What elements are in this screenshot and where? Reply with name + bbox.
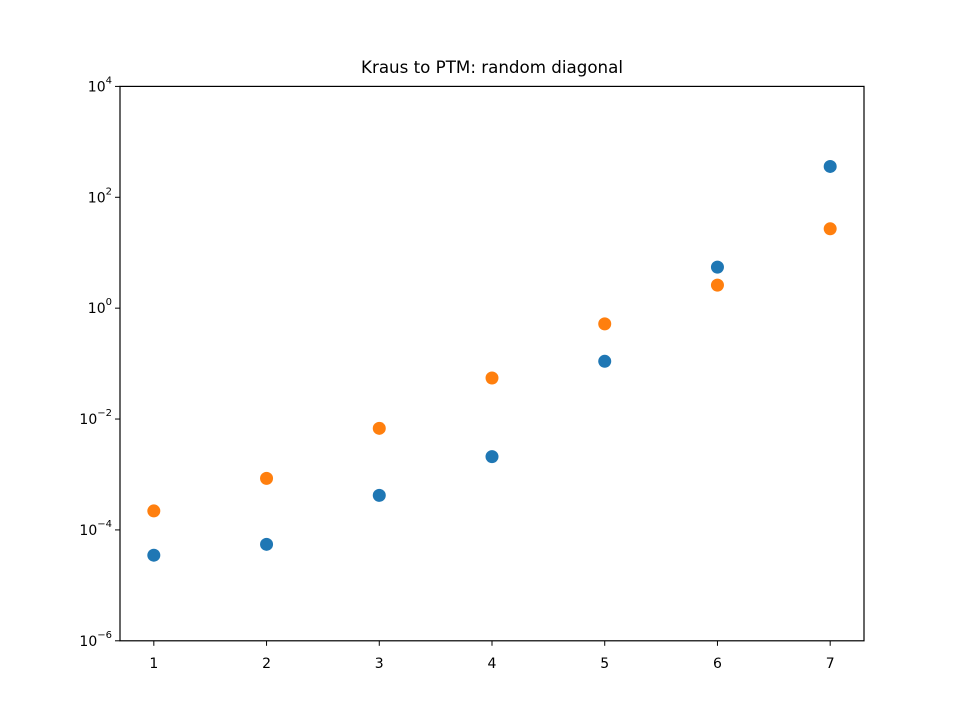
y-tick-label: 100 — [88, 297, 112, 317]
data-point-series-2 — [823, 222, 837, 236]
chart-title: Kraus to PTM: random diagonal — [361, 57, 623, 77]
data-points — [147, 159, 837, 562]
y-tick-base: 10 — [79, 412, 97, 428]
data-point-series-1 — [372, 488, 386, 502]
data-point-series-2 — [710, 278, 724, 292]
y-tick-exponent: 0 — [106, 297, 112, 308]
data-point-series-1 — [823, 159, 837, 173]
data-point-series-1 — [710, 260, 724, 274]
data-point-series-1 — [260, 537, 274, 551]
y-tick-base: 10 — [88, 190, 106, 206]
x-tick-label: 7 — [826, 656, 835, 672]
y-tick-exponent: 4 — [106, 75, 112, 86]
data-point-series-2 — [372, 421, 386, 435]
x-tick-label: 6 — [713, 656, 722, 672]
x-tick-label: 3 — [375, 656, 384, 672]
y-tick-base: 10 — [88, 301, 106, 317]
y-tick-base: 10 — [79, 523, 97, 539]
y-tick-label: 104 — [88, 75, 112, 95]
x-axis: 1 2 3 4 5 6 7 — [149, 640, 835, 672]
y-tick-label: 10−6 — [79, 630, 112, 650]
y-tick-exponent: −4 — [97, 519, 112, 530]
y-tick-exponent: 2 — [106, 186, 112, 197]
x-tick-label: 1 — [149, 656, 158, 672]
y-tick-base: 10 — [79, 634, 97, 650]
y-tick-label: 10−4 — [79, 519, 112, 539]
y-tick-label: 102 — [88, 186, 112, 206]
y-tick-base: 10 — [88, 79, 106, 95]
x-tick-label: 2 — [262, 656, 271, 672]
data-point-series-1 — [485, 450, 499, 464]
data-point-series-2 — [485, 371, 499, 385]
data-point-series-2 — [260, 471, 274, 485]
x-tick-label: 5 — [600, 656, 609, 672]
x-tick-label: 4 — [488, 656, 497, 672]
data-point-series-1 — [147, 548, 161, 562]
y-tick-exponent: −2 — [97, 408, 112, 419]
y-tick-label: 10−2 — [79, 408, 112, 428]
data-point-series-1 — [598, 354, 612, 368]
plot-area-frame — [119, 85, 865, 642]
y-tick-exponent: −6 — [97, 630, 112, 641]
data-point-series-2 — [147, 504, 161, 518]
data-point-series-2 — [598, 317, 612, 331]
